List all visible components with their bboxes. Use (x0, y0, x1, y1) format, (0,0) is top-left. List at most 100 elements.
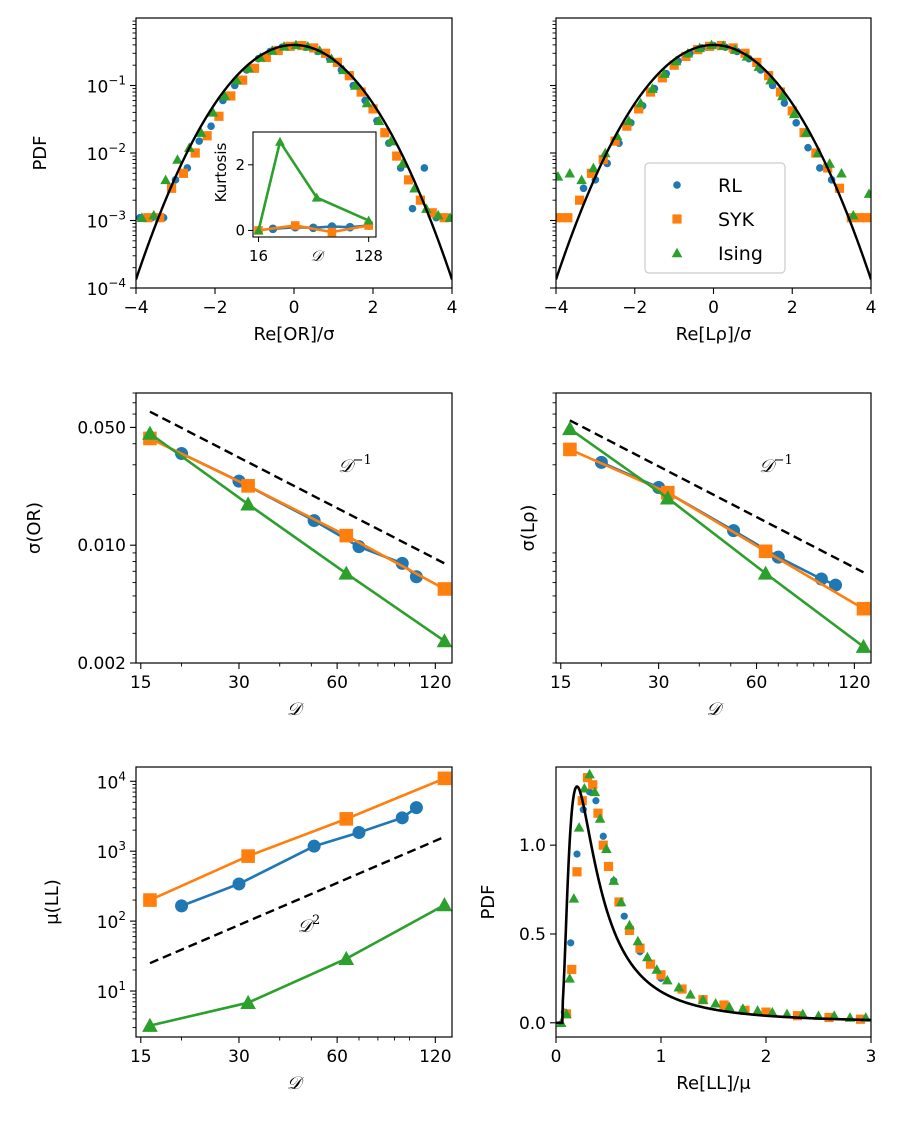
pdf_or-SYK-point (249, 63, 260, 73)
pdf_or-SYK-point (368, 104, 378, 114)
sigma_or-y-label: σ(OR) (24, 502, 45, 554)
pdf_ll-x-tick-label: 1 (656, 1047, 667, 1067)
pdf_or-Ising-point (361, 97, 373, 108)
pdf_lrho-RL-point (792, 119, 800, 127)
pdf_lrho-x-label: Re[Lρ]/σ (676, 324, 752, 345)
pdf_lrho-Ising-point (647, 83, 658, 93)
pdf_or-y-tick-base: 10 (87, 213, 109, 233)
pdf_or-Ising-point (432, 209, 444, 220)
pdf_or-Ising-point (195, 127, 207, 137)
sigma_or-series-Ising (142, 425, 453, 648)
pdf_ll-Ising-point (723, 1001, 735, 1012)
pdf_lrho-SYK-point (775, 87, 786, 97)
mu_ll-y-tick-label: 102 (97, 909, 126, 933)
mu_ll-y-label: μ(LL) (42, 879, 63, 925)
mu_ll-axes-frame (135, 766, 453, 1038)
inset-x-label: 𝒟 (311, 247, 326, 265)
pdf_ll-RL-point (592, 797, 600, 805)
pdf_or-SYK-point (190, 148, 200, 158)
sigma_or-SYK-point (241, 479, 255, 493)
pdf_or-theory-curve (136, 43, 452, 280)
pdf_ll-Ising-point (584, 768, 595, 779)
pdf_or-y-tick-base: 10 (87, 280, 109, 300)
pdf_ll-axes-frame (555, 766, 872, 1038)
legend-SYK-point (672, 214, 682, 224)
mu_ll-SYK-point (437, 771, 452, 786)
pdf_lrho-Ising-point (576, 174, 587, 185)
pdf_ll-x-tick-label: 3 (866, 1047, 877, 1067)
pdf_or-x-tick-label: 4 (447, 298, 458, 318)
sigma_lrho-x-tick-label: 120 (838, 673, 870, 693)
legend: RL SYK Ising (644, 162, 786, 274)
pdf_ll-SYK-point (567, 964, 577, 975)
pdf_lrho-Ising-point (682, 48, 694, 58)
pdf_lrho-x-tick-label: 4 (866, 298, 877, 318)
pdf_ll-Ising-point (589, 786, 601, 797)
inset-Ising-point (311, 192, 322, 202)
pdf_ll-Ising-point (685, 989, 696, 999)
legend-label-syk: SYK (718, 209, 755, 231)
sigma_or-x-tick-label: 120 (419, 673, 451, 693)
sigma_or-Ising-point (142, 425, 158, 440)
pdf_or-SYK-point (273, 45, 283, 56)
pdf_lrho-x-tick-label: 0 (708, 298, 719, 318)
pdf_lrho-Ising-point (753, 61, 765, 71)
pdf_or-y-tick-exp: −3 (108, 209, 126, 223)
sigma_or-Ising-point (436, 633, 453, 648)
pdf_or-Ising-point (136, 212, 148, 222)
sigma_lrho-reference-label: 𝒟−1 (759, 453, 793, 477)
sigma_lrho-reference-label-exp: −1 (774, 453, 793, 468)
pdf_or-SYK-point (427, 208, 437, 218)
inset-x-tick-label: 16 (249, 247, 268, 265)
pdf_lrho-SYK-point (834, 183, 845, 193)
pdf_or-Ising-point (444, 212, 452, 222)
pdf_lrho-SYK-point (622, 121, 632, 131)
inset-SYK-point (364, 221, 373, 230)
inset-y-label: Kurtosis (212, 143, 230, 203)
sigma_lrho-reference-label-base: 𝒟 (759, 456, 777, 477)
inset-x-tick-label: 128 (354, 247, 383, 265)
inset-frame (252, 131, 377, 238)
pdf_ll-y-tick-label: 0.5 (519, 925, 546, 945)
pdf_lrho-Ising-point (623, 115, 635, 126)
inset-y-tick-label: 0 (235, 221, 245, 239)
pdf_or-Ising-point (231, 74, 243, 85)
pdf_or-SYK-point (143, 213, 153, 223)
pdf_lrho-Ising-point (635, 97, 646, 108)
pdf_lrho-Ising-point (863, 188, 871, 198)
pdf_ll-SYK-point (761, 1007, 771, 1017)
pdf_or-Ising-point (349, 80, 361, 90)
pdf_ll-Ising-point (642, 951, 653, 962)
pdf_or-Ising-point (148, 209, 160, 220)
pdf_or-SYK-point (226, 91, 236, 101)
mu_ll-x-tick-label: 30 (228, 1047, 250, 1067)
mu_ll-x-label: 𝒟 (287, 1073, 305, 1094)
pdf_lrho-Ising-point (847, 209, 859, 220)
inset-SYK-point (327, 227, 337, 237)
pdf_or-Ising-point (172, 154, 183, 164)
pdf_or-y-tick-base: 10 (87, 145, 109, 165)
pdf_ll-RL-point (599, 832, 607, 840)
sigma_or-y-tick-label: 0.002 (77, 654, 126, 674)
pdf_or-y-tick-label: 10−4 (87, 276, 126, 300)
mu_ll-Ising-point (338, 950, 355, 965)
pdf_or-Ising-point (373, 115, 385, 126)
sigma_or-reference-label: 𝒟−1 (338, 453, 372, 477)
sigma_lrho-y-label: σ(Lρ) (518, 505, 539, 552)
sigma_lrho-SYK-line (569, 448, 865, 610)
pdf_ll-x-tick-label: 2 (761, 1047, 772, 1067)
pdf_ll-Ising-point (573, 822, 585, 832)
pdf_lrho-Ising-point (599, 147, 611, 158)
sigma_lrho-x-tick-label: 15 (550, 673, 572, 693)
pdf_ll-Ising-point (561, 1008, 572, 1019)
pdf_or-Ising-point (160, 174, 171, 185)
sigma_or-SYK-line (149, 437, 446, 591)
pdf_lrho-SYK-point (787, 106, 797, 116)
pdf_or-SYK-point (202, 131, 212, 141)
pdf_ll-x-label: Re[LL]/μ (676, 1073, 751, 1094)
pdf_lrho-SYK-point (556, 213, 565, 223)
pdf_ll-SYK-point (593, 808, 603, 818)
pdf_ll-RL-point (620, 912, 628, 920)
